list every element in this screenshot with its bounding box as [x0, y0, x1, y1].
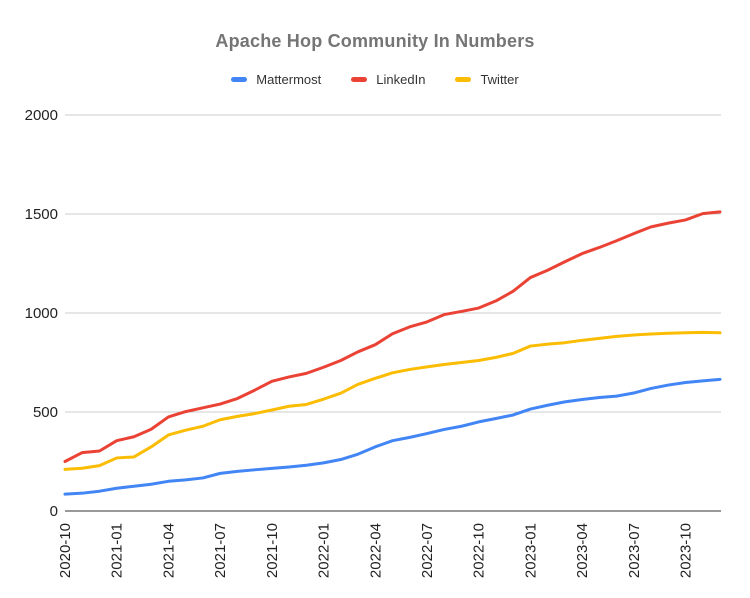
- y-tick-label-1000: 1000: [25, 305, 58, 322]
- chart-legend: Mattermost LinkedIn Twitter: [0, 72, 750, 87]
- x-tick-label-2021-07: 2021-07: [212, 523, 229, 578]
- y-axis-labels-group: 0 500 1000 1500 2000: [25, 107, 58, 520]
- x-tick-label-2020-10: 2020-10: [57, 523, 74, 578]
- x-axis-labels-group: 2020-10 2021-01 2021-04 2021-07 2021-10 2022-…: [57, 523, 695, 578]
- gridlines-group: [65, 114, 721, 512]
- series-line-mattermost: [63, 377, 722, 496]
- x-tick-label-2022-10: 2022-10: [471, 523, 488, 578]
- legend-label: Mattermost: [256, 72, 322, 87]
- series-line-linkedin: [63, 210, 722, 463]
- series-lines-group: [63, 210, 722, 496]
- y-tick-label-1500: 1500: [25, 206, 58, 223]
- legend-item-mattermost: Mattermost: [231, 72, 321, 87]
- x-tick-label-2023-04: 2023-04: [574, 523, 591, 578]
- series-line-twitter: [63, 330, 722, 471]
- legend-item-linkedin: LinkedIn: [351, 72, 425, 87]
- y-tick-label-500: 500: [33, 404, 58, 421]
- x-tick-label-2023-10: 2023-10: [678, 523, 695, 578]
- x-tick-label-2021-04: 2021-04: [160, 523, 177, 578]
- y-tick-label-2000: 2000: [25, 107, 58, 124]
- x-tick-label-2022-01: 2022-01: [316, 523, 333, 578]
- chart-title: Apache Hop Community In Numbers: [215, 31, 535, 51]
- x-tick-label-2023-07: 2023-07: [626, 523, 643, 578]
- legend-swatch-icon: [455, 77, 472, 82]
- x-tick-label-2023-01: 2023-01: [522, 523, 539, 578]
- legend-swatch-icon: [351, 77, 368, 82]
- x-tick-label-2021-01: 2021-01: [109, 523, 126, 578]
- x-tick-label-2022-04: 2022-04: [367, 523, 384, 578]
- x-tick-label-2022-07: 2022-07: [419, 523, 436, 578]
- legend-swatch-icon: [231, 77, 248, 82]
- legend-label: LinkedIn: [376, 72, 426, 87]
- y-tick-label-0: 0: [50, 503, 58, 520]
- legend-label: Twitter: [480, 72, 519, 87]
- legend-item-twitter: Twitter: [455, 72, 519, 87]
- x-tick-label-2021-10: 2021-10: [264, 523, 281, 578]
